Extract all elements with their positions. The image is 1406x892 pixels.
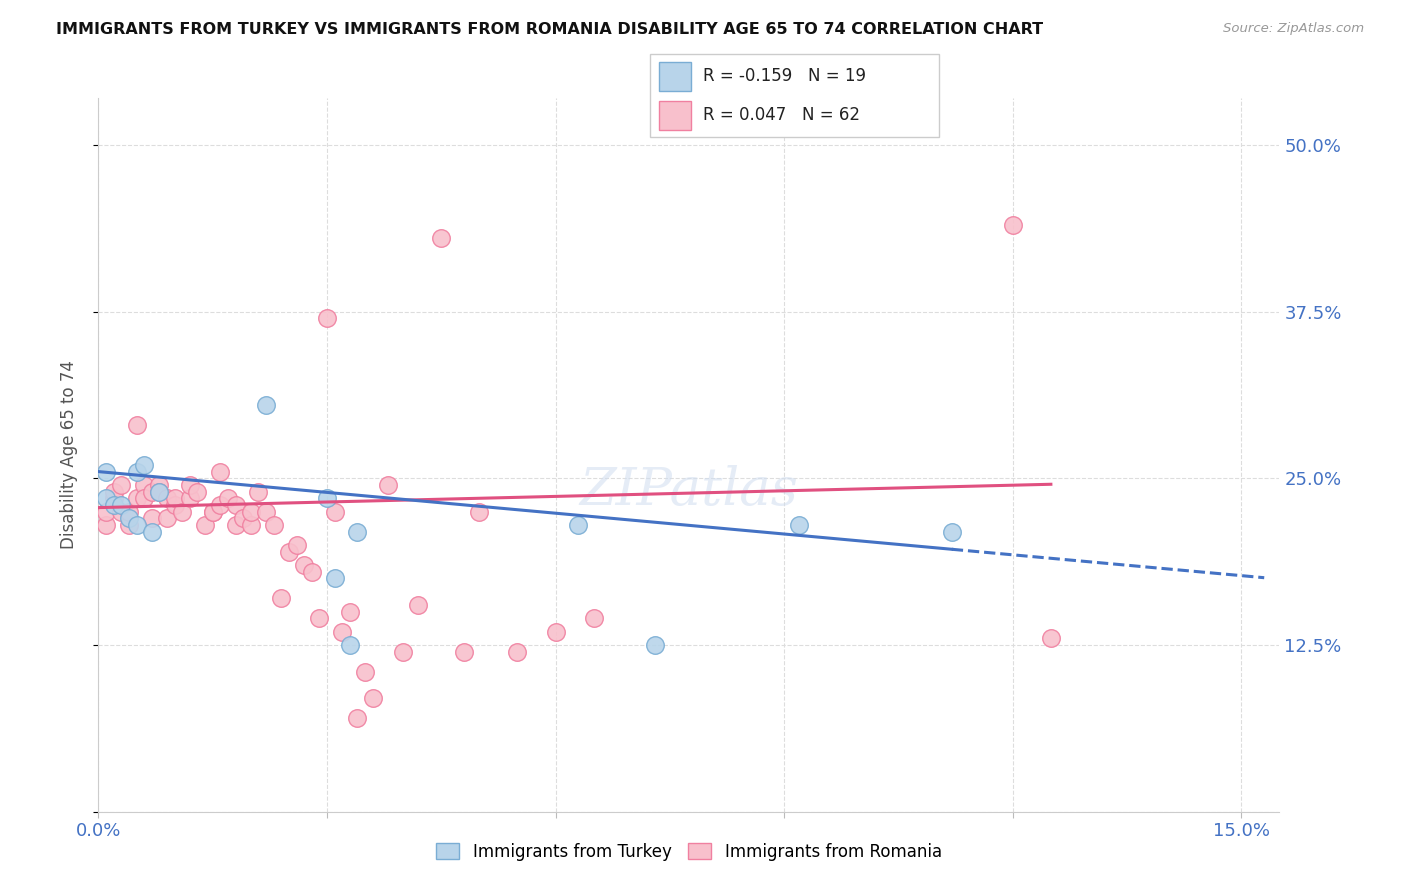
Point xyxy=(544,624,567,639)
Point xyxy=(567,518,589,533)
Point xyxy=(201,505,224,519)
Point xyxy=(125,518,148,533)
Point xyxy=(110,505,132,519)
Point xyxy=(582,611,605,625)
Point xyxy=(408,598,430,612)
Text: ZIPatlas: ZIPatlas xyxy=(579,465,799,516)
Point xyxy=(247,484,270,499)
Point xyxy=(225,498,247,512)
Point xyxy=(172,505,194,519)
Point xyxy=(125,417,148,432)
Point xyxy=(156,511,179,525)
Point xyxy=(232,511,254,525)
Text: R = 0.047   N = 62: R = 0.047 N = 62 xyxy=(703,106,860,124)
FancyBboxPatch shape xyxy=(650,54,939,137)
Text: R = -0.159   N = 19: R = -0.159 N = 19 xyxy=(703,68,866,86)
Point xyxy=(323,505,346,519)
Point xyxy=(270,591,292,606)
Point xyxy=(301,565,323,579)
Point xyxy=(156,491,179,506)
Point xyxy=(506,645,529,659)
Point xyxy=(346,711,368,725)
Point xyxy=(141,524,163,539)
Point xyxy=(148,484,170,499)
Point xyxy=(225,518,247,533)
Point xyxy=(392,645,415,659)
Point xyxy=(94,505,117,519)
Point xyxy=(644,638,666,652)
Point xyxy=(118,511,141,525)
Point xyxy=(789,518,811,533)
Point xyxy=(254,505,277,519)
Point xyxy=(277,544,299,558)
Point xyxy=(141,484,163,499)
Point xyxy=(330,624,353,639)
Point xyxy=(134,478,156,492)
Point xyxy=(163,491,186,506)
Point xyxy=(134,458,156,472)
Point xyxy=(377,478,399,492)
Bar xyxy=(658,101,692,130)
Point xyxy=(285,538,308,552)
Point xyxy=(94,491,117,506)
Point xyxy=(430,231,453,245)
Point xyxy=(194,518,217,533)
Point xyxy=(148,484,170,499)
Point xyxy=(354,665,377,679)
Point xyxy=(453,645,475,659)
Point xyxy=(118,518,141,533)
Point xyxy=(308,611,330,625)
Point xyxy=(163,498,186,512)
Point xyxy=(239,505,262,519)
Point xyxy=(941,524,963,539)
Point xyxy=(468,505,491,519)
Point xyxy=(209,498,232,512)
Point xyxy=(361,691,384,706)
Point xyxy=(292,558,315,572)
Point xyxy=(141,511,163,525)
Point xyxy=(125,465,148,479)
Point xyxy=(94,465,117,479)
Point xyxy=(339,605,361,619)
Point xyxy=(110,478,132,492)
Point xyxy=(103,484,125,499)
Point xyxy=(94,518,117,533)
Point xyxy=(263,518,285,533)
Point xyxy=(1001,218,1024,232)
Legend: Immigrants from Turkey, Immigrants from Romania: Immigrants from Turkey, Immigrants from … xyxy=(429,837,949,868)
Point xyxy=(186,484,208,499)
Point xyxy=(239,518,262,533)
Y-axis label: Disability Age 65 to 74: Disability Age 65 to 74 xyxy=(59,360,77,549)
Point xyxy=(316,491,339,506)
Text: IMMIGRANTS FROM TURKEY VS IMMIGRANTS FROM ROMANIA DISABILITY AGE 65 TO 74 CORREL: IMMIGRANTS FROM TURKEY VS IMMIGRANTS FRO… xyxy=(56,22,1043,37)
Point xyxy=(217,491,239,506)
Point xyxy=(148,478,170,492)
Point xyxy=(118,505,141,519)
Text: Source: ZipAtlas.com: Source: ZipAtlas.com xyxy=(1223,22,1364,36)
Point xyxy=(346,524,368,539)
Point xyxy=(110,498,132,512)
Point xyxy=(323,571,346,585)
Point xyxy=(254,398,277,412)
Point xyxy=(103,491,125,506)
Bar xyxy=(658,62,692,91)
Point xyxy=(316,311,339,326)
Point xyxy=(1039,632,1062,646)
Point xyxy=(125,491,148,506)
Point xyxy=(339,638,361,652)
Point xyxy=(134,491,156,506)
Point xyxy=(201,505,224,519)
Point xyxy=(179,478,201,492)
Point xyxy=(209,465,232,479)
Point xyxy=(179,491,201,506)
Point xyxy=(103,498,125,512)
